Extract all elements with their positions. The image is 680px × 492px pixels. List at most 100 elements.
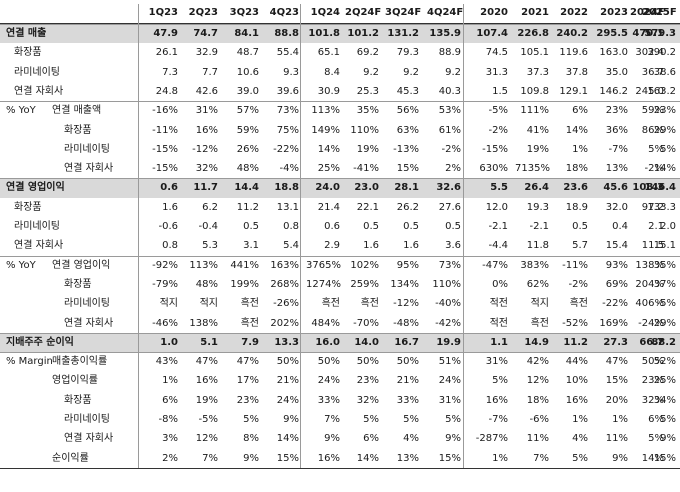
table-cell: 10% (565, 375, 588, 387)
table-cell: 17% (236, 375, 259, 387)
table-cell: 14% (317, 143, 340, 155)
table-cell: 23% (605, 105, 628, 117)
row-label: 연결 자회사 (14, 240, 64, 252)
table-cell: 50% (641, 356, 664, 368)
row-label: 라미네이팅 (64, 414, 110, 425)
table-cell: 15% (396, 163, 419, 175)
table-cell: 26.1 (155, 47, 178, 59)
table-cell: 44% (565, 356, 588, 368)
column-header: 2022 (560, 7, 588, 18)
table-cell: 15% (438, 452, 461, 464)
table-cell: 적지 (199, 298, 218, 310)
table-cell: 110% (432, 278, 461, 290)
table-cell: 15% (605, 375, 628, 387)
table-cell: 26.4 (524, 182, 549, 194)
table-cell: 268% (270, 278, 299, 290)
table-cell: 3.6 (445, 240, 461, 252)
table-cell: 18.8 (274, 182, 299, 194)
table-cell: 579.3 (644, 28, 676, 39)
column-divider (300, 4, 301, 468)
column-header: 1Q23 (148, 7, 178, 18)
table-cell: 95% (396, 259, 419, 271)
table-cell: 18% (565, 163, 588, 175)
table-row: 영업이익률 1% 16% 17% 21% 24% 23% 21% 24% 5% 12% 10% 15% 2… (0, 371, 680, 390)
row-label: 라미네이팅 (14, 221, 60, 232)
table-cell: 5% (403, 414, 419, 425)
table-row: 화장품 -11% 16% 59% 75% 149% 110% 63% 61% -2% 41% 14% 3… (0, 121, 680, 140)
table-cell: 0.5 (445, 221, 461, 232)
row-label: 순이익률 (52, 452, 89, 464)
table-cell: 113% (189, 259, 218, 271)
table-cell: 6% (162, 394, 178, 406)
table-cell: 245.0 (635, 85, 664, 97)
table-cell: -41% (353, 163, 379, 175)
table-cell: -24% (638, 317, 664, 329)
row-label: 화장품 (64, 124, 92, 136)
table-cell: 383% (520, 259, 549, 271)
table-cell: 441% (230, 259, 259, 271)
row-label: 화장품 (14, 47, 42, 59)
table-cell: -5% (488, 105, 508, 117)
section-rule (0, 255, 680, 257)
table-cell: -5% (656, 298, 676, 310)
table-cell: 0.8 (162, 240, 178, 252)
table-cell: -2% (568, 278, 588, 290)
table-cell: 52% (653, 356, 676, 368)
table-cell: 5% (660, 414, 676, 425)
table-cell: 20% (605, 394, 628, 406)
table-cell: 138% (635, 259, 664, 271)
table-cell: -70% (353, 317, 379, 329)
table-cell: -11% (152, 124, 178, 136)
table-cell: 86% (641, 124, 664, 136)
table-cell: 8% (243, 433, 259, 445)
table-cell: 470.1 (632, 28, 664, 39)
table-cell: 101.8 (308, 28, 340, 39)
table-cell: -92% (152, 259, 178, 271)
table-cell: 11% (526, 433, 549, 445)
table-cell: -2% (488, 124, 508, 136)
table-cell: 36% (605, 124, 628, 136)
table-cell: 226.8 (517, 28, 549, 39)
table-cell: 5% (572, 452, 588, 464)
table-row: 연결 자회사 -15% 32% 48% -4% 25% -41% 15% 2% 630% 7135%… (0, 159, 680, 178)
table-cell: 146.2 (599, 85, 628, 97)
table-cell: 흑전 (321, 298, 340, 310)
table-cell: 48.7 (236, 47, 259, 59)
table-cell: 31% (438, 394, 461, 406)
table-cell: 6% (363, 433, 379, 445)
section-rule (0, 24, 680, 25)
table-cell: -15% (152, 143, 178, 155)
table-cell: 34% (653, 394, 676, 406)
table-cell: 9% (612, 452, 628, 464)
table-cell: 1% (492, 452, 508, 464)
table-cell: 1.6 (162, 201, 178, 213)
table-row: 라미네이팅 -0.6 -0.4 0.5 0.8 0.6 0.5 0.5 0.5 -2.1 -2.1 0… (0, 217, 680, 236)
table-cell: 흑전 (360, 298, 379, 310)
table-cell: -2.1 (529, 221, 549, 232)
row-label: 연결 영업이익 (52, 259, 111, 271)
table-cell: 0% (492, 278, 508, 290)
table-cell: 5% (660, 143, 676, 155)
table-cell: 59% (641, 105, 664, 117)
table-cell: 14% (565, 124, 588, 136)
table-cell: 16% (195, 375, 218, 387)
table-cell: 1% (612, 414, 628, 425)
table-cell: 57% (236, 105, 259, 117)
table-cell: -52% (562, 317, 588, 329)
table-cell: 13% (605, 163, 628, 175)
table-cell: -2% (644, 163, 664, 175)
table-cell: 108.3 (632, 182, 664, 194)
column-header: 2Q23 (188, 7, 218, 18)
table-cell: 110% (350, 124, 379, 136)
table-row: 화장품 26.1 32.9 48.7 55.4 65.1 69.2 79.3 88.9 74.5 1… (0, 43, 680, 62)
row-label: 영업이익률 (52, 375, 98, 387)
table-cell: 24% (317, 375, 340, 387)
table-cell: 9% (243, 452, 259, 464)
table-cell: 31% (485, 356, 508, 368)
table-cell: 199% (230, 278, 259, 290)
header-rule (0, 23, 680, 24)
table-cell: 14% (356, 452, 379, 464)
table-cell: 36.7 (641, 66, 664, 78)
table-cell: -0.4 (198, 221, 218, 232)
